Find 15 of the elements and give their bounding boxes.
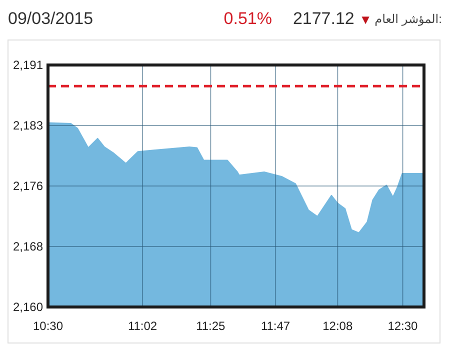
text: 09/03/2015 (8, 9, 94, 28)
x-tick-label: 12:08 (322, 319, 353, 333)
text: 0.51% (224, 9, 272, 28)
y-tick-label: 2,176 (12, 179, 44, 193)
x-tick-label: 11:25 (196, 319, 226, 333)
x-tick-label: 10:30 (32, 319, 64, 333)
chart-title: المؤشر العام: (374, 12, 442, 26)
x-tick-label: 11:02 (128, 319, 158, 333)
y-tick-label: 2,168 (12, 240, 44, 254)
y-tick-label: 2,191 (12, 58, 44, 72)
y-tick-label: 2,160 (12, 300, 44, 314)
text: 2177.12 ▼ (292, 9, 372, 28)
y-tick-label: 2,183 (12, 118, 44, 132)
x-tick-label: 11:47 (260, 319, 290, 333)
x-tick-label: 12:30 (388, 319, 418, 333)
